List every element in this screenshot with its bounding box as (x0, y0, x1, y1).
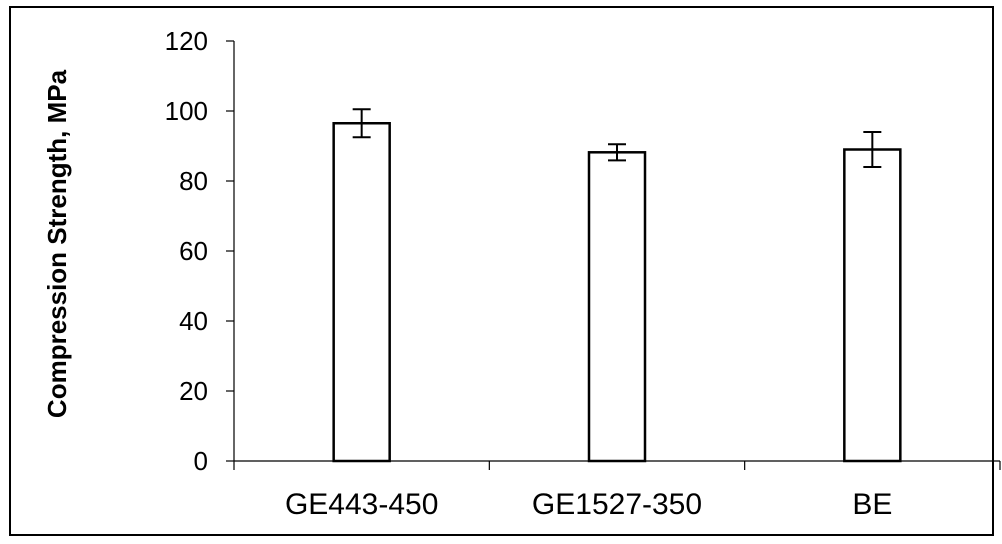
y-axis-title: Compression Strength, MPa (42, 69, 72, 418)
y-tick-label: 60 (179, 236, 208, 266)
bar (332, 122, 391, 463)
y-tick-label: 100 (165, 96, 208, 126)
bar (843, 148, 902, 463)
plot-area: 0 20 40 60 80 100 120 GE443-450 GE1527-350 BE (165, 26, 1001, 521)
bar (587, 151, 647, 463)
x-category-label: BE (852, 488, 892, 521)
y-tick-label: 0 (194, 446, 208, 476)
chart-frame (9, 6, 994, 536)
y-tick-label: 120 (165, 26, 208, 56)
y-tick-label: 40 (179, 306, 208, 336)
y-tick-label: 80 (179, 166, 208, 196)
y-tick-label: 20 (179, 376, 208, 406)
x-category-label: GE443-450 (285, 488, 438, 521)
x-category-label: GE1527-350 (532, 488, 702, 521)
